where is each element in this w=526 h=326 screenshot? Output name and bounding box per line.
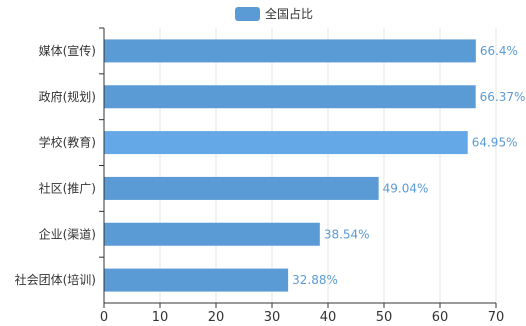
category-label: 社会团体(培训) — [15, 272, 96, 287]
bar[interactable] — [104, 85, 476, 109]
bar[interactable] — [104, 176, 379, 200]
category-label: 企业(渠道) — [39, 226, 96, 241]
legend-label: 全国占比 — [265, 6, 313, 21]
axes — [103, 28, 496, 304]
category-label: 社区(推广) — [39, 180, 96, 195]
data-label: 66.4% — [480, 44, 518, 58]
data-label: 66.37% — [480, 90, 526, 104]
legend-swatch — [235, 7, 260, 21]
category-label: 媒体(宣传) — [39, 43, 96, 58]
bar[interactable] — [104, 39, 476, 63]
x-tick-label: 30 — [264, 310, 281, 325]
x-tick-label: 70 — [488, 310, 505, 325]
grid-lines — [159, 28, 497, 303]
x-axis-tick-labels: 0 10 20 30 40 50 60 70 — [100, 303, 504, 325]
category-label: 学校(教育) — [39, 135, 96, 150]
bar[interactable] — [104, 268, 289, 292]
bar[interactable] — [104, 131, 468, 155]
x-tick-label: 60 — [432, 310, 449, 325]
x-tick-label: 0 — [100, 310, 108, 325]
x-tick-label: 10 — [152, 310, 169, 325]
data-labels: 32.88% 38.54% 49.04% 64.95% 66.37% 66.4% — [292, 44, 525, 287]
data-label: 49.04% — [383, 181, 429, 195]
bars — [104, 39, 476, 292]
x-tick-label: 50 — [376, 310, 393, 325]
bar[interactable] — [104, 222, 320, 246]
data-label: 64.95% — [472, 136, 518, 150]
data-label: 38.54% — [324, 227, 370, 241]
category-labels: 社会团体(培训) 企业(渠道) 社区(推广) 学校(教育) 政府(规划) 媒体(宣传) — [15, 27, 104, 287]
x-tick-label: 40 — [320, 310, 337, 325]
legend[interactable]: 全国占比 — [235, 6, 313, 21]
category-label: 政府(规划) — [39, 89, 96, 104]
data-label: 32.88% — [292, 273, 338, 287]
x-tick-label: 20 — [208, 310, 225, 325]
